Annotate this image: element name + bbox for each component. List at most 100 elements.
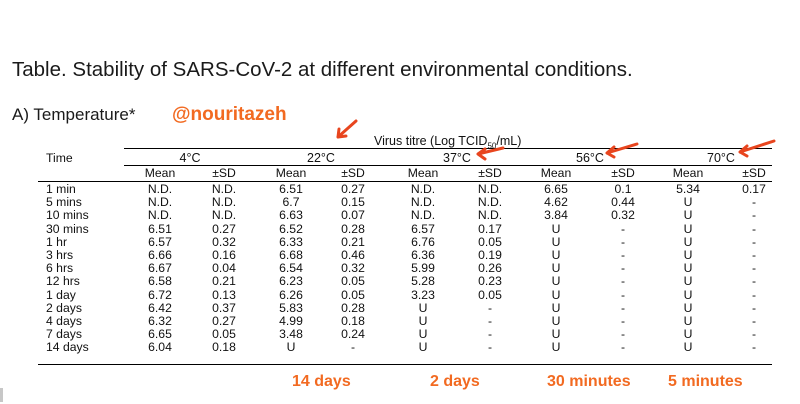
table-cell: N.D. bbox=[211, 182, 237, 196]
time-cell: 12 hrs bbox=[46, 274, 80, 289]
table-cell: U bbox=[683, 208, 693, 223]
table-cell: 6.04 bbox=[148, 340, 172, 355]
table-cell: U bbox=[683, 195, 693, 210]
table-cell: 6.65 bbox=[148, 327, 172, 342]
table-cell: 0.1 bbox=[614, 182, 632, 196]
table-cell: 0.16 bbox=[212, 248, 236, 262]
annotation-22c: 14 days bbox=[292, 373, 351, 390]
table-cell: 0.05 bbox=[341, 274, 365, 289]
table-cell: 5.83 bbox=[279, 300, 303, 315]
table-cell: 6.66 bbox=[148, 248, 172, 262]
table-cell: 0.21 bbox=[341, 234, 365, 249]
table-cell: U bbox=[683, 300, 693, 315]
sd-header: ±SD bbox=[341, 166, 365, 180]
table-cell: N.D. bbox=[147, 182, 173, 196]
time-cell: 2 days bbox=[46, 300, 82, 315]
table-cell: 0.04 bbox=[212, 261, 236, 276]
table-cell: - bbox=[620, 234, 626, 249]
table-cell: N.D. bbox=[477, 182, 503, 196]
table-cell: - bbox=[751, 300, 757, 315]
table-cell: U bbox=[683, 314, 693, 328]
table-cell: - bbox=[751, 274, 757, 289]
mean-header: Mean bbox=[144, 166, 176, 180]
table-cell: 0.32 bbox=[341, 261, 365, 276]
arrow-22c-icon bbox=[336, 119, 358, 139]
table-cell: 0.23 bbox=[478, 274, 502, 289]
time-cell: 10 mins bbox=[46, 208, 89, 223]
time-cell: 5 mins bbox=[46, 195, 82, 210]
table-cell: 6.57 bbox=[411, 221, 435, 236]
table-cell: U bbox=[551, 261, 561, 276]
table-cell: 0.17 bbox=[478, 221, 502, 236]
table-cell: 6.42 bbox=[148, 300, 172, 315]
table-cell: 5.28 bbox=[411, 274, 435, 289]
table-cell: N.D. bbox=[477, 208, 503, 223]
table-cell: N.D. bbox=[410, 195, 436, 210]
table-cell: 0.05 bbox=[478, 287, 502, 302]
table-cell: 4.62 bbox=[544, 195, 568, 210]
table-cell: U bbox=[683, 234, 693, 249]
table-cell: U bbox=[551, 314, 561, 328]
table-cell: U bbox=[683, 221, 693, 236]
sd-header: ±SD bbox=[212, 166, 236, 180]
table-cell: 0.32 bbox=[212, 234, 236, 249]
table-cell: 0.28 bbox=[341, 300, 365, 315]
arrow-37c-icon bbox=[476, 146, 505, 161]
table-cell: 6.67 bbox=[148, 261, 172, 276]
table-bottom-rule bbox=[38, 364, 772, 365]
sd-header: ±SD bbox=[478, 166, 502, 180]
table-cell: - bbox=[487, 340, 493, 355]
table-cell: N.D. bbox=[147, 208, 173, 223]
table-cell: U bbox=[286, 340, 296, 355]
section-heading: A) Temperature* bbox=[12, 105, 136, 124]
virus-titre-subscript: 50 bbox=[487, 141, 497, 151]
table-cell: N.D. bbox=[477, 195, 503, 210]
table-cell: U bbox=[551, 287, 561, 302]
table-cell: N.D. bbox=[410, 208, 436, 223]
table-cell: 6.72 bbox=[148, 287, 172, 302]
table-cell: - bbox=[751, 287, 757, 302]
arrow-70c-icon bbox=[738, 139, 776, 158]
table-cell: U bbox=[551, 248, 561, 262]
table-cell: - bbox=[620, 248, 626, 262]
table-cell: 0.17 bbox=[742, 182, 766, 196]
temp-header-70c: 70°C bbox=[707, 151, 735, 165]
table-cell: 6.51 bbox=[279, 182, 303, 196]
table-cell: - bbox=[620, 274, 626, 289]
table-cell: - bbox=[620, 221, 626, 236]
table-cell: 0.05 bbox=[212, 327, 236, 342]
arrow-56c-icon bbox=[605, 142, 639, 159]
table-cell: 6.32 bbox=[148, 314, 172, 328]
table-cell: 0.27 bbox=[212, 314, 236, 328]
table-cell: 6.68 bbox=[279, 248, 303, 262]
table-cell: 0.05 bbox=[478, 234, 502, 249]
table-cell: 6.58 bbox=[148, 274, 172, 289]
virus-titre-prefix: Virus titre (Log TCID bbox=[374, 134, 488, 148]
table-cell: 6.26 bbox=[279, 287, 303, 302]
table-cell: U bbox=[418, 340, 428, 355]
mean-header: Mean bbox=[672, 166, 704, 180]
header-rule-mid bbox=[124, 165, 772, 166]
time-cell: 7 days bbox=[46, 327, 82, 342]
time-cell: 6 hrs bbox=[46, 261, 74, 276]
table-cell: 0.27 bbox=[341, 182, 365, 196]
table-cell: U bbox=[418, 327, 428, 342]
table-cell: - bbox=[620, 300, 626, 315]
table-cell: - bbox=[751, 248, 757, 262]
time-cell: 1 min bbox=[46, 182, 76, 196]
table-cell: U bbox=[683, 274, 693, 289]
mean-header: Mean bbox=[540, 166, 572, 180]
table-cell: N.D. bbox=[211, 208, 237, 223]
table-cell: 3.84 bbox=[544, 208, 568, 223]
table-cell: 6.76 bbox=[411, 234, 435, 249]
table-cell: - bbox=[751, 340, 757, 355]
table-cell: 0.13 bbox=[212, 287, 236, 302]
annotation-70c: 5 minutes bbox=[668, 373, 743, 390]
table-cell: 6.57 bbox=[148, 234, 172, 249]
temp-header-22c: 22°C bbox=[307, 151, 335, 165]
table-cell: U bbox=[683, 327, 693, 342]
table-cell: - bbox=[751, 221, 757, 236]
temp-header-37c: 37°C bbox=[443, 151, 471, 165]
sd-header: ±SD bbox=[742, 166, 766, 180]
table-cell: 0.18 bbox=[341, 314, 365, 328]
